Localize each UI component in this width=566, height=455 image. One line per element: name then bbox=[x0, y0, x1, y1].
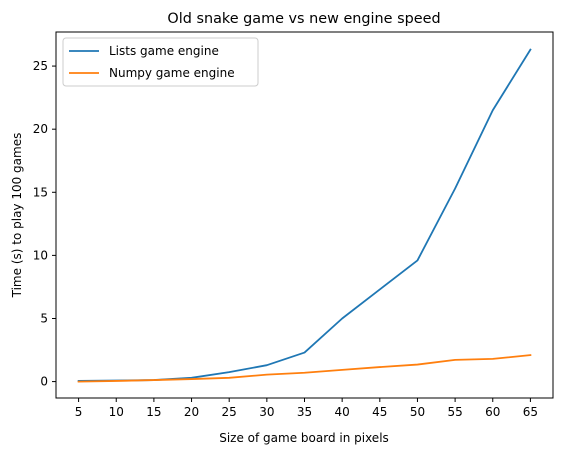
y-tick-label: 5 bbox=[40, 311, 48, 325]
x-tick-label: 45 bbox=[372, 405, 387, 419]
y-tick-label: 10 bbox=[33, 248, 48, 262]
x-tick-label: 55 bbox=[447, 405, 462, 419]
x-tick-label: 50 bbox=[410, 405, 425, 419]
legend-box bbox=[62, 37, 259, 87]
x-tick-label: 40 bbox=[335, 405, 350, 419]
chart-title: Old snake game vs new engine speed bbox=[167, 11, 440, 27]
legend: Lists game engine Numpy game engine bbox=[62, 37, 259, 87]
series-line-numpy bbox=[77, 354, 532, 383]
series-layer bbox=[77, 48, 532, 383]
y-tick-label: 0 bbox=[40, 375, 48, 389]
legend-label-numpy: Numpy game engine bbox=[109, 66, 235, 80]
x-tick-label: 25 bbox=[222, 405, 237, 419]
x-tick-label: 20 bbox=[184, 405, 199, 419]
x-tick-label: 5 bbox=[75, 405, 83, 419]
x-tick-label: 30 bbox=[259, 405, 274, 419]
legend-label-lists: Lists game engine bbox=[109, 44, 219, 58]
x-tick-label: 10 bbox=[109, 405, 124, 419]
series-line-lists bbox=[77, 48, 532, 382]
x-axis-label: Size of game board in pixels bbox=[219, 431, 389, 445]
y-axis-ticks: 0 5 10 15 20 25 bbox=[33, 59, 56, 389]
x-tick-label: 15 bbox=[146, 405, 161, 419]
x-tick-label: 35 bbox=[297, 405, 312, 419]
x-tick-label: 65 bbox=[523, 405, 538, 419]
x-tick-label: 60 bbox=[485, 405, 500, 419]
y-tick-label: 20 bbox=[33, 122, 48, 136]
y-axis-label: Time (s) to play 100 games bbox=[10, 133, 24, 299]
x-axis-ticks: 5 10 15 20 25 30 35 40 45 50 55 60 65 bbox=[75, 398, 538, 419]
plot-area-frame bbox=[55, 31, 554, 399]
y-tick-label: 25 bbox=[33, 59, 48, 73]
y-tick-label: 15 bbox=[33, 185, 48, 199]
